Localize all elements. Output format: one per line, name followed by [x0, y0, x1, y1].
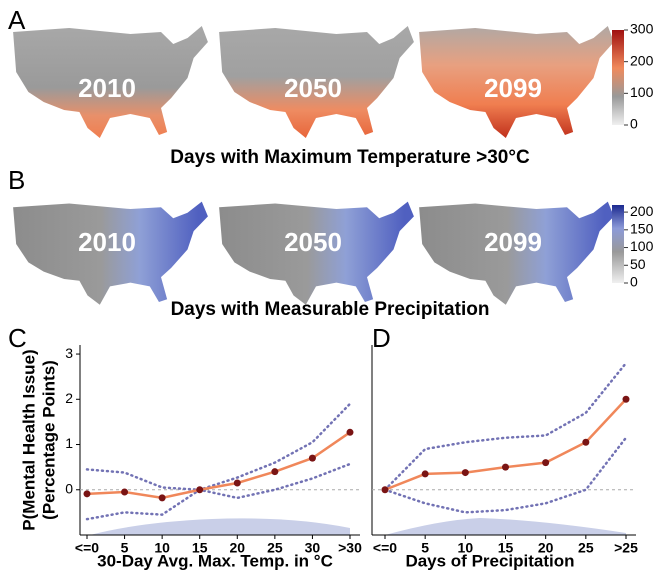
colorbar [612, 30, 624, 125]
x-tick-label: 5 [121, 540, 129, 556]
y-tick-label: 2 [65, 390, 73, 406]
ci-upper [85, 402, 352, 492]
colorbar-tick-label: 150 [630, 221, 654, 237]
estimate-point [308, 454, 316, 462]
year-label: 2010 [78, 227, 136, 257]
estimate-point [622, 395, 630, 403]
map-title: Days with Measurable Precipitation [171, 299, 490, 320]
x-tick-label: 25 [578, 540, 594, 556]
x-tick-label: 10 [154, 540, 170, 556]
x-tick-label: 15 [498, 540, 514, 556]
estimate-point [271, 468, 279, 476]
colorbar-tick-label: 200 [630, 203, 654, 219]
panel-label: C [8, 323, 27, 353]
density [90, 518, 350, 535]
x-axis-label: 30-Day Avg. Max. Temp. in °C [97, 551, 333, 570]
x-axis-label: Days of Precipitation [405, 551, 574, 570]
y-tick-label: 3 [65, 345, 73, 361]
x-tick-label: >25 [614, 540, 638, 556]
ci-upper [383, 361, 628, 492]
x-tick-label: 30 [305, 540, 321, 556]
estimate-point [421, 470, 429, 478]
ci-lower [383, 436, 628, 514]
x-tick-label: 5 [421, 540, 429, 556]
estimate-point [83, 490, 91, 498]
x-tick-label: 25 [267, 540, 283, 556]
estimate-point [158, 494, 166, 502]
x-tick-label: 20 [538, 540, 554, 556]
estimate-point [121, 488, 129, 496]
colorbar-tick-label: 0 [630, 116, 638, 132]
estimate-point [381, 486, 389, 494]
colorbar-tick-label: 200 [630, 52, 654, 68]
year-label: 2050 [284, 227, 342, 257]
colorbar-tick-label: 100 [630, 238, 654, 254]
x-tick-label: 15 [192, 540, 208, 556]
map-shapes [13, 26, 626, 535]
x-tick-label: <=0 [75, 540, 99, 556]
colorbar-tick-label: 300 [630, 21, 654, 37]
y-tick-label: 1 [65, 435, 73, 451]
ci-lower [85, 462, 352, 521]
y-tick-label: 0 [65, 480, 73, 496]
year-label: 2010 [78, 73, 136, 103]
estimate-point [233, 479, 241, 487]
panel-label: A [8, 5, 26, 35]
x-tick-label: 20 [229, 540, 245, 556]
year-label: 2050 [284, 73, 342, 103]
colorbar-tick-label: 100 [630, 84, 654, 100]
estimate-point [196, 486, 204, 494]
x-tick-label: 10 [458, 540, 474, 556]
x-tick-label: >30 [338, 540, 362, 556]
estimate-point [582, 438, 590, 446]
estimate-line [384, 398, 627, 491]
estimate-line [86, 431, 351, 500]
colorbar [612, 205, 624, 283]
estimate-point [461, 469, 469, 477]
estimate-point [346, 428, 354, 436]
y-axis-label: P(Mental Health Issue) [19, 349, 38, 530]
density [385, 518, 626, 535]
year-label: 2099 [484, 227, 542, 257]
colorbar-tick-label: 0 [630, 274, 638, 290]
panel-label: D [372, 323, 391, 353]
panel-label: B [8, 165, 25, 195]
x-tick-label: <=0 [373, 540, 397, 556]
estimate-point [502, 463, 509, 471]
year-label: 2099 [484, 73, 542, 103]
y-axis-label: (Percentage Points) [39, 360, 58, 520]
estimate-point [542, 459, 550, 467]
map-title: Days with Maximum Temperature >30°C [170, 147, 530, 168]
colorbar-tick-label: 50 [630, 256, 646, 272]
